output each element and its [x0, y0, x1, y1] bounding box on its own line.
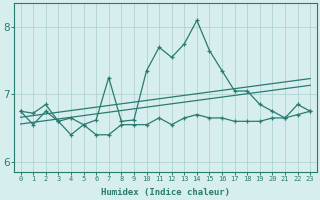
X-axis label: Humidex (Indice chaleur): Humidex (Indice chaleur) [101, 188, 230, 197]
